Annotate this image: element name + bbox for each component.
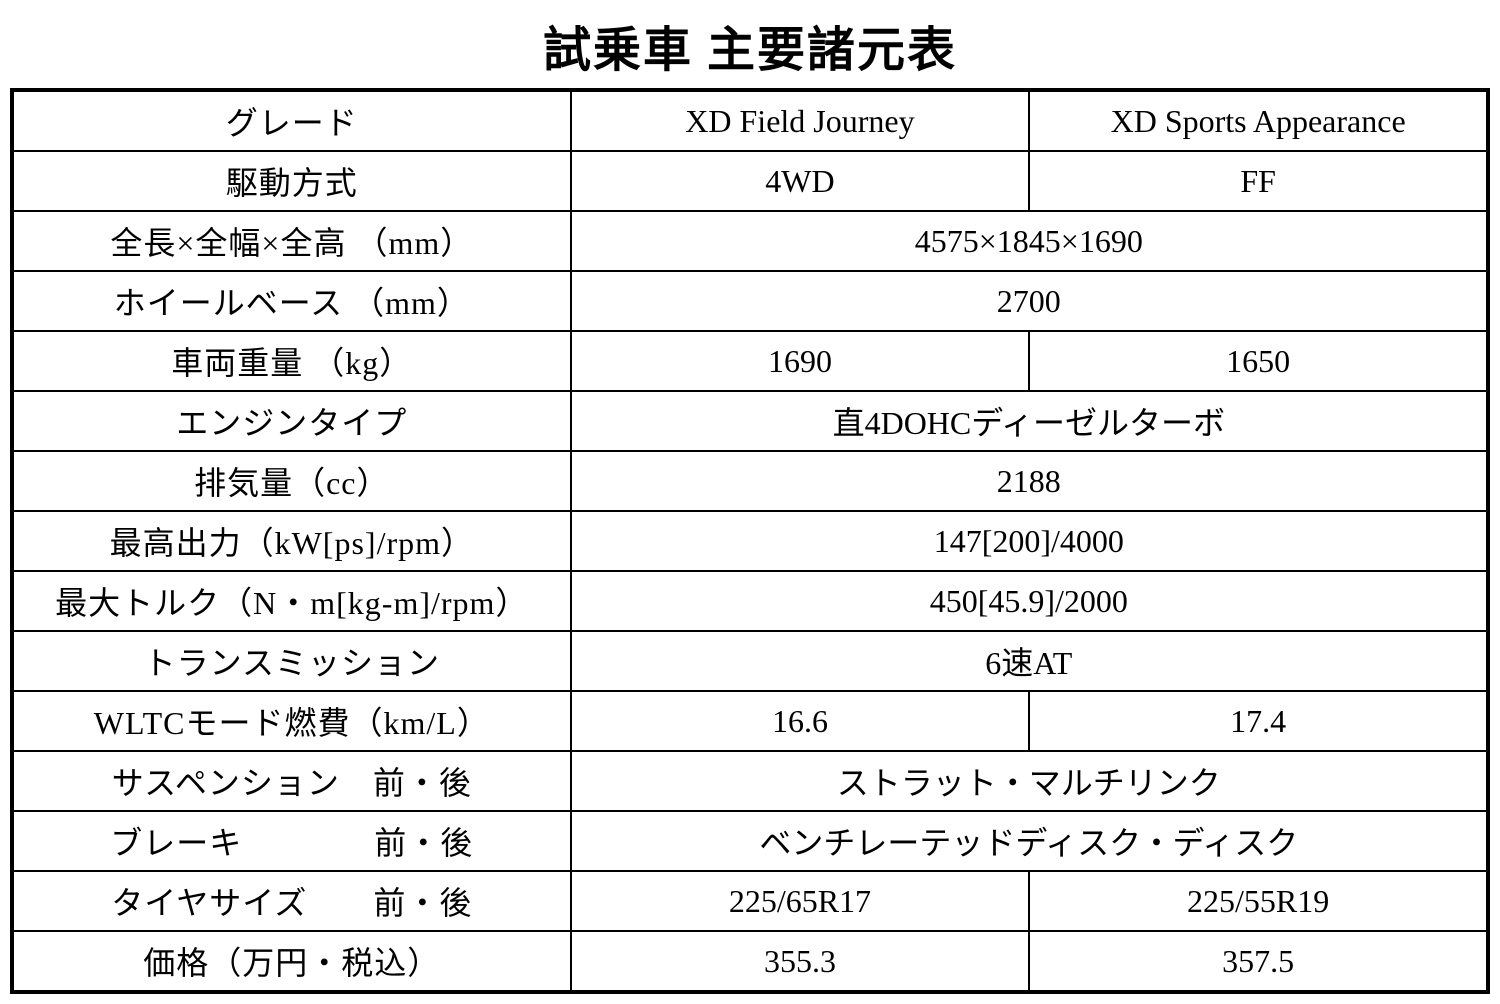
table-row: 車両重量 （kg）16901650 bbox=[12, 331, 1488, 391]
table-row: タイヤサイズ 前・後225/65R17225/55R19 bbox=[12, 871, 1488, 931]
spec-table: グレードXD Field JourneyXD Sports Appearance… bbox=[10, 88, 1490, 994]
spec-label: グレード bbox=[12, 90, 571, 151]
spec-label: 駆動方式 bbox=[12, 151, 571, 211]
spec-label: 最高出力（kW[ps]/rpm） bbox=[12, 511, 571, 571]
spec-label: サスペンション 前・後 bbox=[12, 751, 571, 811]
table-row: エンジンタイプ直4DOHCディーゼルターボ bbox=[12, 391, 1488, 451]
spec-label: 全長×全幅×全高 （mm） bbox=[12, 211, 571, 271]
spec-label: ホイールベース （mm） bbox=[12, 271, 571, 331]
spec-value-col1: 16.6 bbox=[571, 691, 1030, 751]
table-row: トランスミッション6速AT bbox=[12, 631, 1488, 691]
spec-label: 最大トルク（N・m[kg-m]/rpm） bbox=[12, 571, 571, 631]
spec-value-col2: 357.5 bbox=[1029, 931, 1488, 992]
table-row: 全長×全幅×全高 （mm）4575×1845×1690 bbox=[12, 211, 1488, 271]
spec-value-merged: 147[200]/4000 bbox=[571, 511, 1488, 571]
page-title: 試乗車 主要諸元表 bbox=[543, 10, 957, 80]
spec-label: 価格（万円・税込） bbox=[12, 931, 571, 992]
spec-value-col1: XD Field Journey bbox=[571, 90, 1030, 151]
spec-value-col2: XD Sports Appearance bbox=[1029, 90, 1488, 151]
table-row: WLTCモード燃費（km/L）16.617.4 bbox=[12, 691, 1488, 751]
table-row: グレードXD Field JourneyXD Sports Appearance bbox=[12, 90, 1488, 151]
table-row: 駆動方式4WDFF bbox=[12, 151, 1488, 211]
table-row: 最高出力（kW[ps]/rpm）147[200]/4000 bbox=[12, 511, 1488, 571]
spec-value-merged: ベンチレーテッドディスク・ディスク bbox=[571, 811, 1488, 871]
spec-value-col1: 1690 bbox=[571, 331, 1030, 391]
spec-label: ブレーキ 前・後 bbox=[12, 811, 571, 871]
spec-value-col1: 355.3 bbox=[571, 931, 1030, 992]
spec-label: エンジンタイプ bbox=[12, 391, 571, 451]
spec-label: 車両重量 （kg） bbox=[12, 331, 571, 391]
table-row: 価格（万円・税込）355.3357.5 bbox=[12, 931, 1488, 992]
spec-label: タイヤサイズ 前・後 bbox=[12, 871, 571, 931]
spec-value-col2: 1650 bbox=[1029, 331, 1488, 391]
table-row: ホイールベース （mm）2700 bbox=[12, 271, 1488, 331]
spec-value-col2: FF bbox=[1029, 151, 1488, 211]
spec-value-col2: 17.4 bbox=[1029, 691, 1488, 751]
spec-value-merged: 直4DOHCディーゼルターボ bbox=[571, 391, 1488, 451]
spec-value-merged: 2700 bbox=[571, 271, 1488, 331]
spec-label: 排気量（cc） bbox=[12, 451, 571, 511]
spec-value-col1: 4WD bbox=[571, 151, 1030, 211]
spec-label: トランスミッション bbox=[12, 631, 571, 691]
spec-value-merged: ストラット・マルチリンク bbox=[571, 751, 1488, 811]
spec-value-merged: 2188 bbox=[571, 451, 1488, 511]
table-row: サスペンション 前・後ストラット・マルチリンク bbox=[12, 751, 1488, 811]
spec-label: WLTCモード燃費（km/L） bbox=[12, 691, 571, 751]
spec-value-col1: 225/65R17 bbox=[571, 871, 1030, 931]
spec-value-merged: 450[45.9]/2000 bbox=[571, 571, 1488, 631]
spec-value-merged: 6速AT bbox=[571, 631, 1488, 691]
table-row: 排気量（cc）2188 bbox=[12, 451, 1488, 511]
spec-value-merged: 4575×1845×1690 bbox=[571, 211, 1488, 271]
table-row: 最大トルク（N・m[kg-m]/rpm）450[45.9]/2000 bbox=[12, 571, 1488, 631]
spec-value-col2: 225/55R19 bbox=[1029, 871, 1488, 931]
table-row: ブレーキ 前・後ベンチレーテッドディスク・ディスク bbox=[12, 811, 1488, 871]
